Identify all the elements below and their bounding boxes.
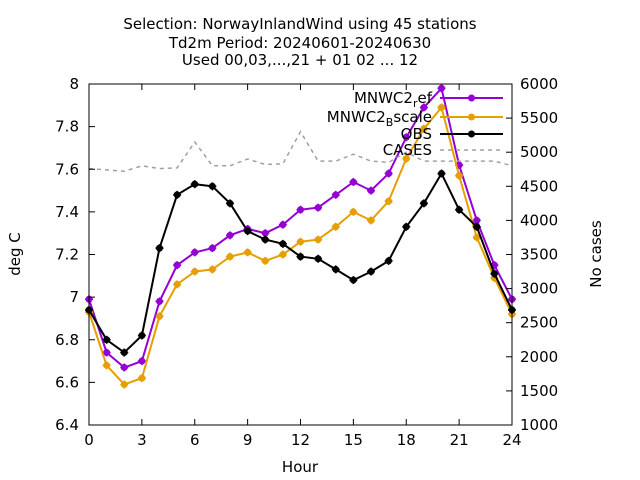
series-line-cases (88, 130, 513, 173)
y-axis-label: deg C (6, 232, 24, 276)
x-tick-label: 0 (84, 431, 94, 449)
y2-tick-label: 2500 (520, 314, 558, 332)
y2-tick-label: 5000 (520, 143, 558, 161)
y-tick-label: 7 (69, 288, 79, 306)
y2-tick-label: 3000 (520, 280, 558, 298)
y2-tick-label: 4000 (520, 211, 558, 229)
y-tick-label: 7.4 (55, 203, 79, 221)
y2-tick-label: 2000 (520, 348, 558, 366)
y-tick-label: 7.2 (55, 246, 79, 264)
legend-label: MNWC2Bscale (327, 108, 432, 129)
y-tick-label: 6.6 (55, 373, 79, 391)
title-line-1: Selection: NorwayInlandWind using 45 sta… (123, 15, 476, 33)
y2-tick-label: 6000 (520, 75, 558, 93)
x-tick-label: 21 (450, 431, 469, 449)
x-tick-label: 3 (137, 431, 147, 449)
title-line-3: Used 00,03,...,21 + 01 02 ... 12 (182, 51, 418, 69)
legend-entry: CASES (383, 141, 503, 159)
legend-marker (468, 113, 475, 121)
y-tick-label: 6.8 (55, 331, 79, 349)
legend-entry: MNWC2Bscale (327, 108, 503, 129)
legend-label: OBS (401, 125, 432, 143)
x-tick-label: 18 (397, 431, 416, 449)
y-tick-label: 8 (69, 75, 79, 93)
y2-tick-label: 1000 (520, 416, 558, 434)
legend-entry: MNWC2ref (354, 89, 503, 110)
y2-axis-label: No cases (587, 220, 605, 288)
y-tick-label: 7.8 (55, 118, 79, 136)
x-tick-label: 9 (243, 431, 253, 449)
series-line-bscale (88, 105, 513, 386)
legend-marker (468, 130, 475, 138)
y2-tick-label: 5500 (520, 109, 558, 127)
x-tick-label: 6 (190, 431, 200, 449)
title-line-2: Td2m Period: 20240601-20240630 (168, 34, 431, 52)
series-ref (85, 84, 516, 372)
series-obs (85, 169, 516, 357)
legend-marker (468, 94, 475, 102)
series-bscale (85, 103, 516, 389)
legend-label: MNWC2ref (354, 89, 433, 110)
chart-title: Selection: NorwayInlandWind using 45 sta… (123, 15, 476, 69)
legend-label: CASES (383, 141, 432, 159)
series-layer (85, 84, 516, 389)
legend-entry: OBS (401, 125, 503, 143)
y2-tick-label: 1500 (520, 382, 558, 400)
y2-tick-label: 4500 (520, 177, 558, 195)
x-tick-label: 15 (344, 431, 363, 449)
x-tick-label: 12 (291, 431, 310, 449)
axes: 0 3 6 9 12 15 18 21 24 6.4 6.6 6.8 7 7.2 7.4 7.6 7.8 8 100… (55, 75, 558, 449)
y2-tick-label: 3500 (520, 246, 558, 264)
series-line-ref (88, 86, 513, 369)
y-tick-label: 7.6 (55, 160, 79, 178)
y-tick-label: 6.4 (55, 416, 79, 434)
series-cases (88, 130, 513, 173)
x-tick-label: 24 (502, 431, 521, 449)
x-axis-label: Hour (282, 458, 319, 476)
